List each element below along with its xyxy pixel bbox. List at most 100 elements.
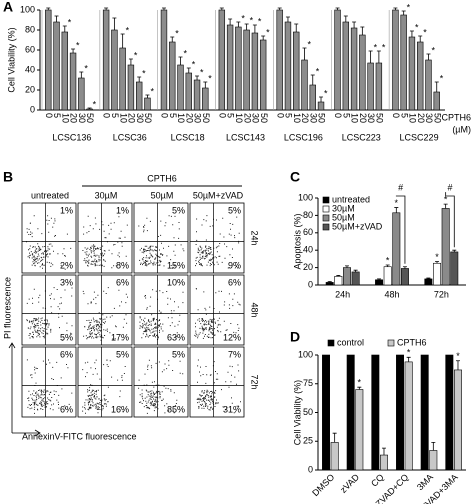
- significance-star: *: [192, 59, 196, 69]
- bar: [119, 47, 126, 111]
- quadrant-lines: [22, 275, 76, 345]
- row-label: 48h: [250, 302, 260, 317]
- quadrant-percent: 6%: [60, 404, 73, 414]
- error-bar: [352, 21, 357, 28]
- quadrant-percent: 8%: [116, 260, 129, 270]
- quadrant-lines: [78, 203, 132, 273]
- x-tick-label: 30: [366, 113, 376, 123]
- bar: [284, 21, 292, 111]
- bar: [226, 24, 234, 111]
- plot-cell: [189, 274, 245, 346]
- legend-swatch: [322, 205, 330, 213]
- y-tick-label: 40: [303, 245, 313, 255]
- x-tick-label: zVAD: [338, 472, 361, 495]
- error-bar: [377, 278, 382, 280]
- error-bar: [360, 26, 365, 35]
- error-bar: [170, 36, 175, 42]
- quadrant-percent: 6%: [228, 277, 241, 287]
- significance-star: *: [435, 252, 439, 262]
- bar: [454, 369, 462, 471]
- significance-star: *: [134, 50, 138, 60]
- bar: [185, 72, 192, 111]
- significance-star: *: [415, 22, 419, 32]
- error-bar: [343, 15, 348, 22]
- y-tick-label: 0: [308, 279, 313, 289]
- bar: [293, 31, 300, 111]
- x-tick-label: CQ: [369, 472, 386, 489]
- group-label: LCSC196: [284, 132, 323, 142]
- x-tick-label: 20: [242, 113, 252, 123]
- dot-cloud: [82, 287, 128, 341]
- row-label: 24h: [250, 230, 260, 245]
- legend-label: control: [337, 337, 364, 347]
- y-tick-label: 100: [298, 192, 313, 202]
- error-bar: [376, 50, 381, 63]
- bar: [334, 9, 341, 111]
- significance-star: *: [407, 348, 411, 358]
- bar: [450, 251, 459, 286]
- quadrant-lines: [134, 347, 188, 417]
- error-bar: [426, 277, 431, 279]
- x-axis-title: AnnexinV-FITC fluorescence: [22, 431, 137, 441]
- legend-swatch: [327, 339, 335, 347]
- bar: [160, 9, 168, 111]
- bar: [383, 266, 392, 286]
- bar: [375, 62, 383, 111]
- quadrant-lines: [22, 347, 76, 417]
- error-bar: [310, 74, 315, 85]
- x-tick-label: 10: [408, 113, 418, 123]
- dot-cloud: [26, 359, 73, 414]
- bar: [392, 9, 399, 111]
- x-tick-label: 50: [85, 113, 95, 123]
- significance-star: *: [440, 73, 444, 83]
- quadrant-percent: 15%: [167, 260, 185, 270]
- bar: [53, 21, 60, 111]
- quadrant-percent: 6%: [116, 277, 129, 287]
- error-bar: [244, 23, 249, 30]
- significance-star: *: [407, 2, 411, 12]
- x-tick-label: 5: [226, 113, 236, 118]
- bar: [177, 64, 184, 111]
- dot-cloud: [138, 359, 184, 414]
- bar: [408, 36, 416, 111]
- bar: [325, 282, 334, 286]
- error-bar: [319, 96, 324, 102]
- panel-label: B: [3, 169, 13, 185]
- y-tick-label: 20: [25, 84, 35, 94]
- bar: [317, 101, 325, 111]
- x-tick-label: 30: [135, 113, 145, 123]
- error-bar: [128, 58, 133, 65]
- x-tick-label: 5: [168, 113, 178, 118]
- significance-star: *: [324, 88, 328, 98]
- quadrant-percent: 5%: [116, 349, 129, 359]
- quadrant-percent: 5%: [60, 332, 73, 342]
- error-bar: [203, 81, 208, 88]
- y-tick-label: 0: [308, 464, 313, 474]
- error-bar: [219, 7, 224, 10]
- quadrant-percent: 17%: [111, 332, 129, 342]
- bar: [343, 267, 351, 286]
- quadrant-percent: 63%: [167, 332, 185, 342]
- error-bar: [87, 107, 92, 109]
- error-bar: [62, 25, 67, 32]
- bar: [334, 275, 343, 286]
- x-tick-label: 72h: [434, 289, 449, 299]
- error-bar: [161, 7, 166, 10]
- y-tick-label: 80: [25, 24, 35, 34]
- panel-label: D: [290, 329, 300, 345]
- legend-label: 50µM: [332, 212, 355, 222]
- significance-star: *: [395, 198, 399, 208]
- significance-star: *: [76, 40, 80, 50]
- error-bar: [368, 50, 373, 63]
- bar: [350, 27, 358, 111]
- quadrant-percent: 31%: [223, 404, 241, 414]
- x-tick-label: 3MA: [415, 472, 435, 492]
- x-tick-label: 0: [102, 113, 112, 118]
- error-bar: [385, 264, 390, 267]
- plot-cell: [21, 202, 77, 274]
- bar: [309, 84, 316, 111]
- bar: [346, 354, 355, 471]
- bar: [276, 9, 283, 111]
- bar: [218, 9, 226, 111]
- group-label: LCSC36: [113, 132, 147, 142]
